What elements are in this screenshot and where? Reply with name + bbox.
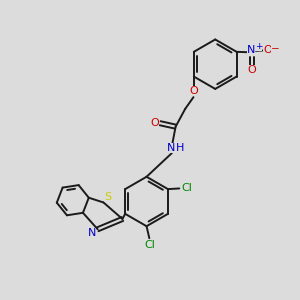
Text: N: N [167, 143, 175, 153]
Text: O: O [151, 118, 159, 128]
Text: Cl: Cl [145, 240, 155, 250]
Text: H: H [176, 143, 184, 153]
Text: N: N [247, 46, 255, 56]
Text: N: N [88, 228, 96, 239]
Text: +: + [255, 41, 262, 50]
Text: O: O [189, 86, 198, 96]
Text: S: S [104, 192, 111, 202]
Text: O: O [263, 46, 272, 56]
Text: Cl: Cl [182, 183, 193, 194]
Text: −: − [271, 44, 280, 54]
Text: O: O [247, 65, 256, 75]
